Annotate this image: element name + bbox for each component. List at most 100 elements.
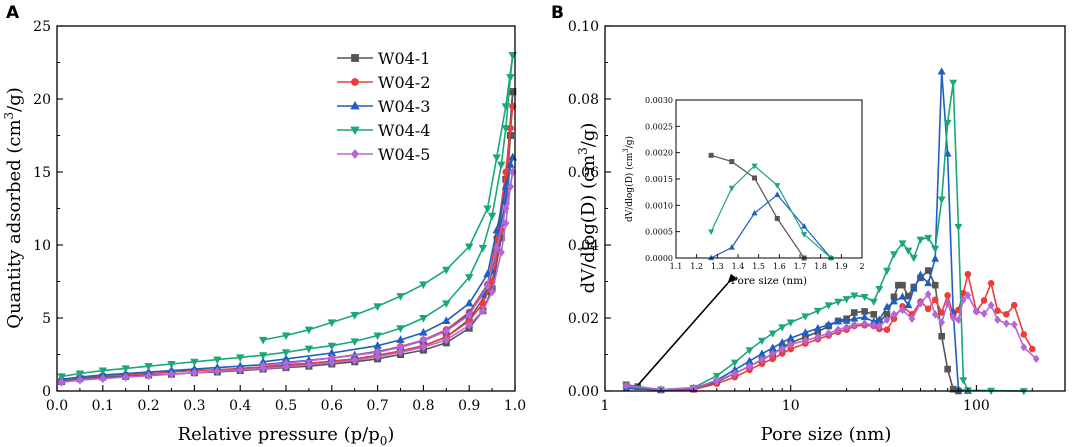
panel-a-data-point: [75, 370, 85, 379]
panel-b-data-point: [813, 307, 822, 316]
panel-b-series-line: [626, 269, 959, 392]
panel-b-data-point: [944, 365, 951, 373]
panel-a-data-point: [502, 204, 510, 213]
inset-chart: 1.1 1.2 1.3 1.4 1.5 1.6 1.7 1.8 1.9 2 0.0000 0.0005…: [622, 96, 865, 287]
panel-a-data-point: [465, 298, 474, 307]
panel-a-y-tick-label: 15: [33, 165, 51, 181]
panel-a-data-point: [98, 367, 107, 376]
inset-data-point: [752, 175, 758, 181]
panel-b-series-line: [626, 274, 1033, 391]
panel-b-data-point: [757, 337, 766, 346]
inset-x-tick-label: 1.4: [732, 262, 745, 271]
panel-b-y-tick-label: 0.00: [568, 384, 599, 400]
panel-a-y-tick-label: 0: [42, 384, 51, 400]
panel-b-data-point: [943, 119, 952, 128]
panel-a-data-point: [327, 342, 336, 351]
panel-a-data-point: [478, 244, 488, 253]
inset-x-tick-label: 1.9: [835, 262, 848, 271]
panel-a-data-point: [258, 352, 268, 360]
panel-b-data-point: [949, 313, 957, 323]
panel-b-data-point: [924, 267, 932, 274]
panel-a-data-point: [122, 372, 130, 382]
panel-a-y-tick-label: 25: [33, 19, 51, 35]
panel-a-data-point: [465, 274, 474, 282]
panel-b-y-tick-label: 0.06: [568, 165, 599, 181]
panel-a-data-point: [487, 212, 497, 221]
legend-label: W04-5: [378, 145, 430, 164]
inset-series-line: [710, 193, 832, 259]
panel-a-data-point: [350, 312, 359, 320]
inset-pointer-arrow: [637, 273, 737, 386]
panel-b-data-point: [924, 290, 932, 299]
legend-marker: [350, 100, 360, 110]
panel-a-data-point: [190, 368, 198, 378]
panel-a-data-point: [281, 332, 291, 341]
panel-b-data-point: [1011, 301, 1018, 309]
panel-a-data-point: [121, 365, 130, 373]
panel-b-data-point: [768, 330, 777, 338]
panel-a-y-tick-label: 5: [42, 311, 51, 327]
panel-a-x-tick-label: 0.6: [321, 398, 343, 414]
panel-a-data-point: [351, 355, 359, 365]
panel-b-data-point: [746, 361, 753, 371]
inset-data-point: [774, 216, 780, 222]
panel-a-data-point: [501, 125, 511, 133]
panel-b-data-point: [730, 359, 739, 367]
panel-b-data-point: [924, 278, 933, 287]
panel-b-data-point: [959, 295, 967, 304]
panel-b-data-point: [1003, 311, 1010, 318]
panel-b-data-point: [769, 349, 777, 359]
panel-a-data-point: [145, 371, 153, 381]
panel-a-data-point: [492, 154, 501, 163]
panel-b-y-tick-label: 0.04: [568, 238, 599, 254]
panel-b-data-point: [944, 292, 951, 299]
panel-a-data-point: [419, 281, 428, 290]
legend-label: W04-1: [378, 49, 430, 68]
panel-a-data-point: [497, 161, 506, 170]
panel-a-data-point: [442, 300, 451, 309]
panel-a-label: A: [6, 3, 20, 23]
panel-a-data-point: [350, 338, 359, 346]
panel-b-axes: 1 10 100 0.00 0.02 0.04 0.06 0.08 0.10: [568, 19, 1066, 414]
panel-b-data-point: [787, 340, 795, 349]
legend-item-w04-1: W04-1: [337, 49, 430, 68]
panel-b-data-point: [778, 344, 786, 354]
panel-b-data-point: [931, 296, 939, 304]
panel-b-x-tick-label: 10: [782, 398, 800, 414]
panel-b-data-point: [802, 336, 809, 345]
panel-b-data-point: [758, 355, 766, 364]
panel-b-data-point: [955, 315, 962, 325]
inset-y-axis-label: dV/dlog(D) (cm3/g): [622, 136, 635, 222]
panel-b-data-point: [931, 310, 939, 319]
panel-a-data-point: [213, 366, 221, 376]
panel-b-data-point: [860, 293, 869, 302]
panel-b-data-point: [994, 315, 1001, 325]
panel-b-data-point: [909, 254, 918, 263]
panel-a-x-tick-label: 0.2: [137, 398, 159, 414]
inset-y-tick-label: 0.0005: [645, 228, 673, 237]
legend-item-w04-2: W04-2: [337, 73, 430, 92]
panel-b-data-point: [994, 307, 1001, 315]
panel-a-data-point: [493, 243, 501, 253]
panel-a-desorption-line: [262, 157, 514, 363]
panel-b-data-point: [916, 236, 925, 244]
panel-b-y-tick-label: 0.10: [568, 19, 599, 35]
panel-a-series-w04-5: [57, 167, 517, 387]
panel-b-data-point: [904, 300, 913, 309]
panel-b-data-point: [850, 292, 859, 300]
panel-a-data-point: [304, 345, 314, 354]
panel-b-data-point: [890, 310, 898, 319]
panel-a-data-point: [57, 373, 66, 382]
panel-a-x-axis-label: Relative pressure (p/p0): [178, 424, 395, 447]
inset-y-tick-label: 0.0020: [645, 149, 673, 158]
panel-a-data-point: [509, 102, 517, 110]
panel-b-data-point: [949, 79, 958, 87]
legend-label: W04-4: [378, 121, 430, 140]
panel-b-data-point: [890, 297, 898, 305]
panel-b-data-point: [850, 320, 858, 329]
panel-b-data-point: [870, 321, 878, 330]
panel-b-data-point: [917, 299, 924, 308]
panel-a-data-point: [99, 374, 107, 384]
legend-marker: [351, 78, 359, 86]
panel-a-data-point: [304, 326, 314, 335]
